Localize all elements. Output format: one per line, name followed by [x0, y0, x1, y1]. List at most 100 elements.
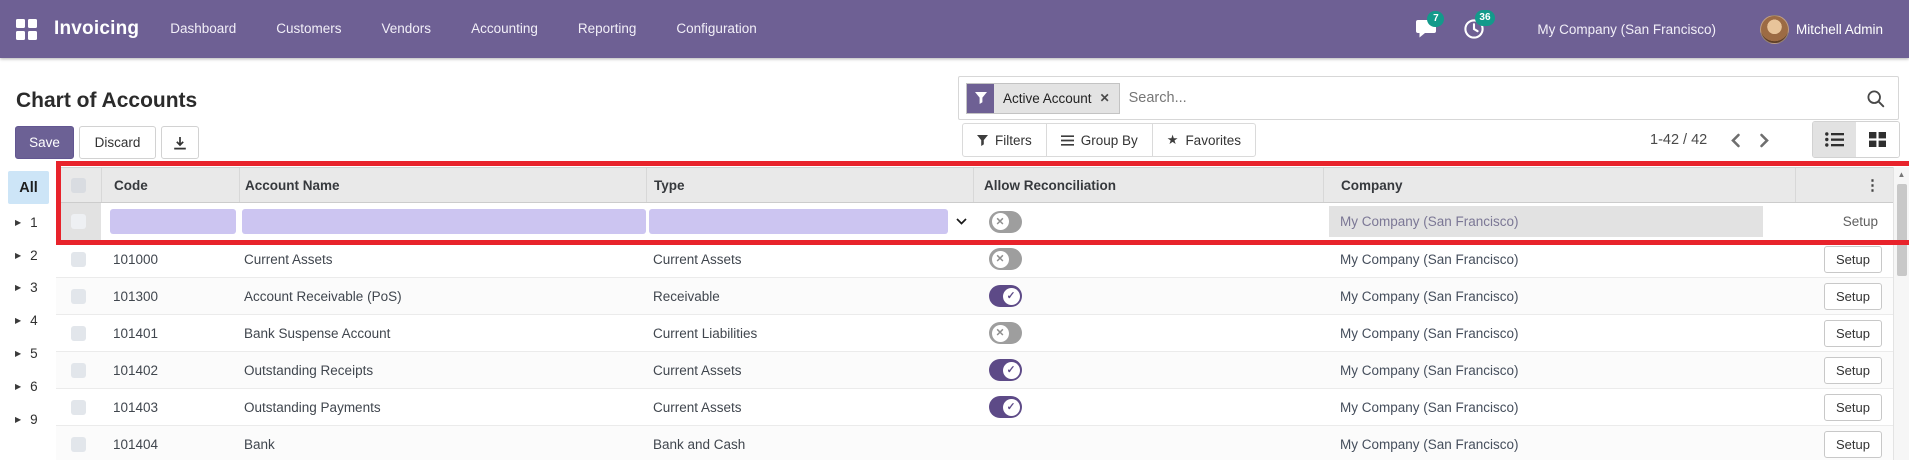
table-header-row: Code Account Name Type Allow Reconciliat…: [56, 167, 1893, 203]
account-code: 101300: [113, 288, 159, 304]
group-item-6[interactable]: ▶ 6: [15, 378, 38, 394]
optional-columns-icon[interactable]: ⋮: [1865, 176, 1880, 194]
reconcile-toggle[interactable]: ✕: [989, 248, 1022, 270]
setup-button[interactable]: Setup: [1824, 245, 1882, 273]
row-checkbox[interactable]: [71, 325, 86, 341]
group-filter-all[interactable]: All: [8, 171, 49, 204]
table-row: 101000 Current Assets Current Assets ✕ M…: [56, 241, 1893, 278]
account-name-input[interactable]: [242, 209, 646, 234]
apps-grid-icon[interactable]: [16, 18, 37, 40]
toggle-x-icon: ✕: [991, 324, 1009, 342]
activities-badge: 36: [1475, 10, 1495, 26]
discard-button[interactable]: Discard: [79, 126, 156, 159]
table-row: 101300 Account Receivable (PoS) Receivab…: [56, 278, 1893, 315]
group-item-1[interactable]: ▶ 1: [15, 214, 38, 230]
caret-right-icon: ▶: [15, 217, 22, 227]
group-by-icon: [1060, 134, 1074, 146]
group-item-4[interactable]: ▶ 4: [15, 313, 38, 329]
account-code: 101402: [113, 362, 159, 378]
previous-page-icon[interactable]: [1721, 129, 1750, 152]
menu-dashboard[interactable]: Dashboard: [170, 21, 237, 36]
chevron-down-icon: [956, 218, 967, 225]
menu-configuration[interactable]: Configuration: [676, 21, 757, 36]
vertical-scrollbar[interactable]: ▲: [1893, 167, 1909, 460]
account-type: Current Assets: [653, 362, 742, 378]
list-view-button[interactable]: [1813, 122, 1856, 157]
row-checkbox[interactable]: [71, 214, 86, 229]
reconcile-toggle[interactable]: ✕: [989, 322, 1022, 344]
scrollbar-thumb[interactable]: [1896, 184, 1907, 276]
setup-button[interactable]: Setup: [1824, 319, 1882, 347]
company-switcher[interactable]: My Company (San Francisco): [1537, 21, 1716, 37]
row-checkbox[interactable]: [71, 362, 86, 378]
header-name[interactable]: Account Name: [239, 168, 646, 202]
group-item-2[interactable]: ▶ 2: [15, 247, 38, 263]
account-name[interactable]: Bank Suspense Account: [244, 325, 391, 341]
page-title: Chart of Accounts: [16, 89, 198, 112]
account-name[interactable]: Outstanding Payments: [244, 399, 381, 415]
app-name[interactable]: Invoicing: [54, 18, 140, 39]
setup-button[interactable]: Setup: [1824, 356, 1882, 384]
filters-button[interactable]: Filters: [962, 123, 1047, 157]
scroll-up-icon[interactable]: ▲: [1897, 170, 1906, 179]
main-menu: Dashboard Customers Vendors Accounting R…: [150, 0, 777, 58]
header-type[interactable]: Type: [646, 168, 973, 202]
filter-funnel-icon: [967, 83, 994, 113]
funnel-icon: [977, 134, 988, 146]
account-company: My Company (San Francisco): [1340, 436, 1519, 452]
menu-vendors[interactable]: Vendors: [381, 21, 432, 36]
search-input[interactable]: [1119, 90, 1866, 106]
setup-button[interactable]: Setup: [1824, 282, 1882, 310]
select-all-checkbox[interactable]: [71, 177, 86, 193]
search-options: Filters Group By ★ Favorites: [962, 123, 1256, 157]
messages-icon[interactable]: 7: [1415, 11, 1445, 39]
reconcile-toggle[interactable]: ✓: [989, 285, 1022, 307]
menu-customers[interactable]: Customers: [276, 21, 342, 36]
row-checkbox[interactable]: [71, 436, 86, 452]
next-page-icon[interactable]: [1750, 129, 1779, 152]
setup-link[interactable]: Setup: [1842, 214, 1878, 229]
group-by-button[interactable]: Group By: [1045, 123, 1153, 157]
user-name[interactable]: Mitchell Admin: [1795, 21, 1883, 37]
type-select[interactable]: [646, 209, 973, 234]
setup-button[interactable]: Setup: [1824, 393, 1882, 421]
account-name[interactable]: Current Assets: [244, 251, 333, 267]
account-code: 101401: [113, 325, 159, 341]
download-icon: [174, 136, 186, 149]
kanban-view-button[interactable]: [1856, 122, 1899, 157]
group-item-9[interactable]: ▶ 9: [15, 411, 38, 427]
header-reconcile[interactable]: Allow Reconciliation: [973, 168, 1323, 202]
setup-button[interactable]: Setup: [1824, 430, 1882, 458]
menu-reporting[interactable]: Reporting: [577, 21, 637, 36]
account-company: My Company (San Francisco): [1340, 251, 1519, 267]
reconcile-toggle[interactable]: ✕: [989, 210, 1022, 233]
search-icon[interactable]: [1866, 89, 1885, 108]
header-company[interactable]: Company: [1323, 168, 1795, 202]
code-input[interactable]: [110, 209, 236, 234]
activities-icon[interactable]: 36: [1463, 10, 1495, 40]
group-sidebar: ▶ 1 ▶ 2 ▶ 3 ▶ 4 ▶ 5 ▶ 6 ▶ 9: [8, 206, 54, 436]
reconcile-toggle[interactable]: ✓: [989, 359, 1022, 381]
account-name[interactable]: Outstanding Receipts: [244, 362, 374, 378]
user-avatar[interactable]: [1759, 14, 1789, 44]
company-field[interactable]: My Company (San Francisco): [1329, 206, 1763, 237]
row-checkbox[interactable]: [71, 251, 86, 267]
search-bar: Active Account ✕: [958, 76, 1899, 120]
account-type: Current Assets: [653, 251, 742, 267]
group-item-5[interactable]: ▶ 5: [15, 346, 38, 362]
row-checkbox[interactable]: [71, 288, 86, 304]
save-button[interactable]: Save: [15, 126, 74, 159]
export-button[interactable]: [161, 126, 199, 159]
filter-tag-remove-icon[interactable]: ✕: [1099, 91, 1110, 105]
header-code[interactable]: Code: [101, 168, 239, 202]
favorites-button[interactable]: ★ Favorites: [1151, 123, 1256, 157]
star-icon: ★: [1166, 132, 1179, 147]
menu-accounting[interactable]: Accounting: [471, 21, 538, 36]
accounts-table: Code Account Name Type Allow Reconciliat…: [56, 167, 1893, 460]
group-item-3[interactable]: ▶ 3: [15, 280, 38, 296]
account-name[interactable]: Bank: [244, 436, 275, 452]
reconcile-toggle[interactable]: ✓: [989, 396, 1022, 418]
account-name[interactable]: Account Receivable (PoS): [244, 288, 402, 304]
row-checkbox[interactable]: [71, 399, 86, 415]
